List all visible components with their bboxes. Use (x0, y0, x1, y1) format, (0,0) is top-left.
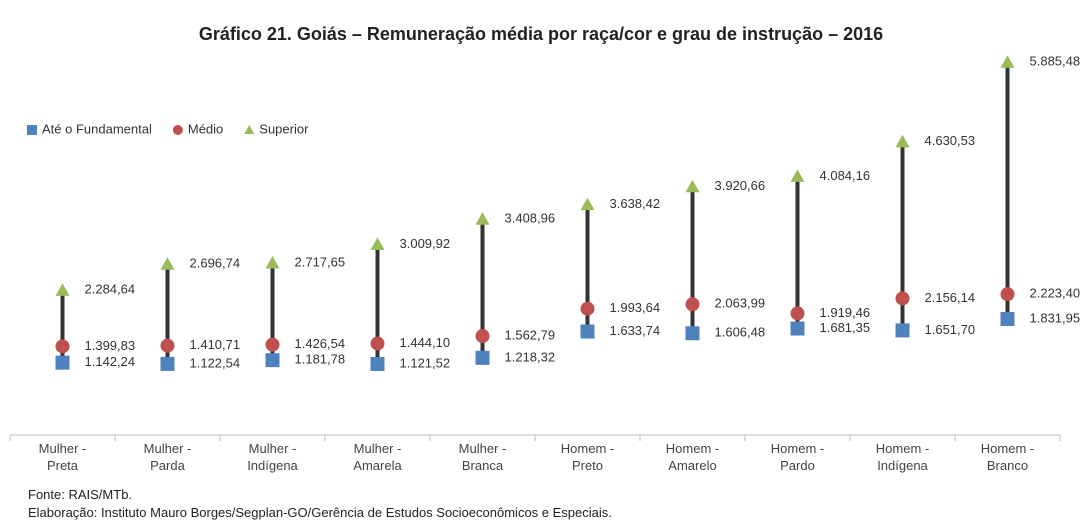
point (580, 324, 595, 339)
value-label: 1.831,95 (1030, 310, 1081, 325)
chart-title: Gráfico 21. Goiás – Remuneração média po… (199, 24, 883, 44)
x-tick-label: Homem - Preto (560, 441, 615, 473)
point (160, 257, 175, 270)
legend-label: Superior (259, 121, 309, 136)
point (475, 350, 490, 365)
x-tick-label: Mulher - Preta (38, 441, 87, 473)
value-label: 4.084,16 (820, 168, 871, 183)
value-label: 4.630,53 (925, 133, 976, 148)
value-label: 1.606,48 (715, 325, 766, 340)
point (685, 179, 700, 193)
point (1000, 311, 1015, 326)
point (790, 306, 805, 321)
point (685, 297, 700, 312)
value-label: 5.885,48 (1030, 54, 1081, 69)
point (55, 355, 70, 370)
x-tick-label: Homem - Amarelo (665, 441, 720, 473)
point (1000, 55, 1015, 68)
x-tick-label: Mulher - Indígena (247, 441, 298, 473)
value-label: 2.156,14 (925, 290, 976, 305)
x-tick-label: Homem - Pardo (770, 441, 825, 473)
value-label: 1.426,54 (295, 336, 346, 351)
point (685, 326, 700, 341)
point (160, 338, 175, 353)
value-label: 1.651,70 (925, 322, 976, 337)
value-label: 1.181,78 (295, 352, 346, 367)
point (265, 255, 280, 269)
point (1000, 287, 1015, 302)
x-tick-label: Mulher - Branca (458, 441, 507, 473)
point (475, 212, 490, 225)
value-label: 3.638,42 (610, 196, 661, 211)
point (895, 323, 910, 338)
value-label: 3.009,92 (400, 236, 451, 251)
point (370, 356, 385, 371)
value-label: 3.920,66 (715, 178, 766, 193)
value-label: 2.063,99 (715, 296, 766, 311)
value-label: 1.919,46 (820, 305, 871, 320)
point (790, 321, 805, 336)
point (580, 301, 595, 316)
point (265, 353, 280, 368)
legend-label: Até o Fundamental (42, 121, 152, 136)
value-label: 1.562,79 (505, 327, 556, 342)
x-tick-label: Mulher - Amarela (353, 441, 402, 473)
value-label: 1.121,52 (400, 355, 451, 370)
value-label: 1.410,71 (190, 337, 241, 352)
legend-marker (27, 125, 37, 135)
point (895, 134, 910, 148)
value-label: 2.717,65 (295, 254, 346, 269)
point (160, 356, 175, 371)
point (265, 337, 280, 352)
point (895, 291, 910, 306)
legend-label: Médio (188, 121, 223, 136)
credit: Elaboração: Instituto Mauro Borges/Segpl… (28, 505, 612, 520)
point (55, 339, 70, 354)
value-label: 2.284,64 (85, 282, 136, 297)
value-label: 3.408,96 (505, 211, 556, 226)
value-label: 1.633,74 (610, 323, 661, 338)
point (55, 283, 70, 296)
value-label: 1.681,35 (820, 320, 871, 335)
value-label: 1.122,54 (190, 355, 241, 370)
value-label: 2.696,74 (190, 256, 241, 271)
x-tick-label: Homem - Branco (980, 441, 1035, 473)
point (580, 197, 595, 211)
point (790, 169, 805, 182)
value-label: 1.993,64 (610, 300, 661, 315)
value-label: 1.444,10 (400, 335, 451, 350)
legend-marker (172, 125, 183, 135)
point (370, 237, 385, 250)
point (370, 336, 385, 351)
point (475, 329, 490, 344)
value-label: 1.218,32 (505, 349, 556, 364)
value-label: 1.399,83 (85, 338, 136, 353)
x-tick-label: Mulher - Parda (143, 441, 192, 473)
value-label: 2.223,40 (1030, 286, 1081, 301)
value-label: 1.142,24 (85, 354, 136, 369)
source: Fonte: RAIS/MTb. (28, 487, 133, 502)
legend-marker (244, 125, 255, 134)
x-tick-label: Homem - Indígena (875, 441, 930, 473)
